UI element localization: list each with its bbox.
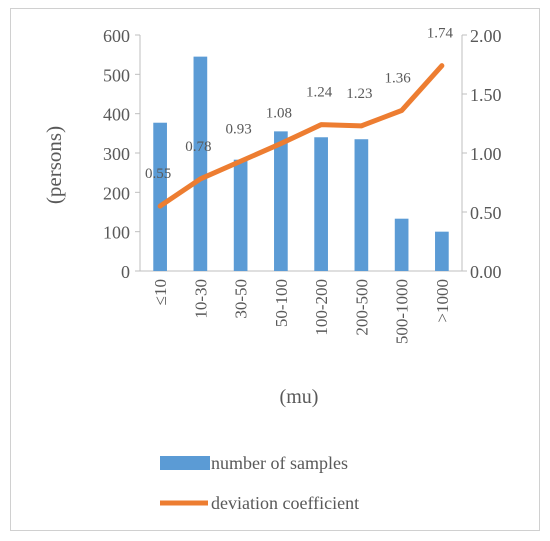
x-tick-label: 50-100 <box>272 279 291 327</box>
line-series <box>157 63 445 209</box>
data-labels: 0.55 0.78 0.93 1.08 1.24 1.23 1.36 1.74 <box>145 26 454 182</box>
line-data-label: 1.74 <box>427 26 454 42</box>
legend: number of samples deviation coefficient <box>160 453 359 513</box>
y2-tick-label: 1.00 <box>470 144 502 164</box>
chart-frame: 0.55 0.78 0.93 1.08 1.24 1.23 1.36 1.74 0 100 200… <box>10 8 540 531</box>
y-tick-label: 200 <box>103 183 130 203</box>
bar <box>274 131 288 271</box>
x-tick-label: ≤10 <box>151 279 170 305</box>
legend-bar-label: number of samples <box>211 453 348 473</box>
bar <box>153 122 167 271</box>
combo-chart: 0.55 0.78 0.93 1.08 1.24 1.23 1.36 1.74 0 100 200… <box>42 26 502 513</box>
y2-tick-label: 1.50 <box>470 85 502 105</box>
line-data-label: 0.93 <box>226 121 252 137</box>
y-tick-label: 400 <box>103 105 130 125</box>
tick-labels: 0 100 200 300 400 500 600 0.00 0.50 1.00 1.50 2.00 ≤… <box>103 26 502 344</box>
x-tick-label: 30-50 <box>232 279 251 319</box>
bar <box>193 56 208 272</box>
line-data-label: 1.24 <box>306 85 333 101</box>
y2-tick-label: 0.00 <box>470 262 502 282</box>
legend-bar-swatch <box>160 456 210 470</box>
y-tick-label: 0 <box>121 262 130 282</box>
x-axis-title: (mu) <box>280 386 319 408</box>
y-tick-label: 500 <box>103 65 130 85</box>
x-tick-label: >1000 <box>433 279 452 323</box>
bar <box>314 137 328 271</box>
line-data-label: 0.55 <box>145 166 171 182</box>
y-tick-label: 300 <box>103 144 130 164</box>
bar <box>394 218 409 271</box>
line-data-label: 1.23 <box>346 86 372 102</box>
y-axis-title: (persons) <box>42 126 66 204</box>
bar <box>435 231 449 271</box>
y-tick-label: 100 <box>103 223 130 243</box>
x-tick-label: 500-1000 <box>393 279 412 344</box>
y2-tick-label: 0.50 <box>470 203 502 223</box>
legend-line-label: deviation coefficient <box>211 493 359 513</box>
bar-series <box>153 56 449 272</box>
line-data-label: 0.78 <box>185 139 211 155</box>
line-data-label: 1.36 <box>385 71 412 87</box>
y-tick-label: 600 <box>103 26 130 46</box>
line-data-label: 1.08 <box>266 106 292 122</box>
bar <box>233 159 248 271</box>
x-tick-label: 200-500 <box>352 279 371 336</box>
y2-tick-label: 2.00 <box>470 26 502 46</box>
x-tick-label: 10-30 <box>191 279 210 319</box>
x-tick-label: 100-200 <box>312 279 331 336</box>
bar <box>354 139 369 271</box>
deviation-line <box>157 63 445 209</box>
